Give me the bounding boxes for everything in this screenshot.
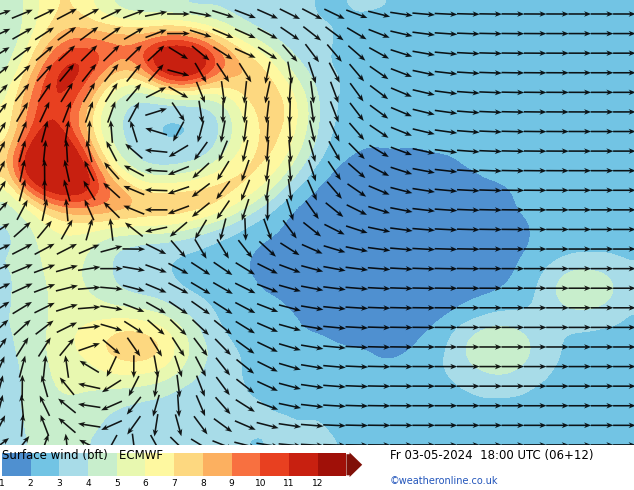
Text: ©weatheronline.co.uk: ©weatheronline.co.uk bbox=[390, 476, 498, 487]
Text: 6: 6 bbox=[143, 479, 148, 488]
Text: 4: 4 bbox=[85, 479, 91, 488]
Bar bbox=[88, 453, 117, 476]
Bar bbox=[318, 453, 346, 476]
Text: 2: 2 bbox=[28, 479, 34, 488]
Bar bbox=[60, 453, 88, 476]
Text: Surface wind (bft)   ECMWF: Surface wind (bft) ECMWF bbox=[2, 448, 163, 462]
Bar bbox=[174, 453, 203, 476]
Text: 3: 3 bbox=[56, 479, 62, 488]
Bar bbox=[2, 453, 30, 476]
Text: 9: 9 bbox=[229, 479, 235, 488]
Bar bbox=[203, 453, 231, 476]
Text: 5: 5 bbox=[114, 479, 120, 488]
Text: Fr 03-05-2024  18:00 UTC (06+12): Fr 03-05-2024 18:00 UTC (06+12) bbox=[390, 448, 593, 462]
Text: 10: 10 bbox=[254, 479, 266, 488]
Text: 7: 7 bbox=[171, 479, 177, 488]
Bar bbox=[261, 453, 289, 476]
Bar bbox=[145, 453, 174, 476]
Text: 12: 12 bbox=[312, 479, 323, 488]
Bar bbox=[117, 453, 145, 476]
Text: 8: 8 bbox=[200, 479, 206, 488]
Text: 11: 11 bbox=[283, 479, 295, 488]
Text: 1: 1 bbox=[0, 479, 5, 488]
FancyArrow shape bbox=[346, 452, 362, 477]
Bar bbox=[289, 453, 318, 476]
Bar bbox=[231, 453, 261, 476]
Bar bbox=[30, 453, 60, 476]
